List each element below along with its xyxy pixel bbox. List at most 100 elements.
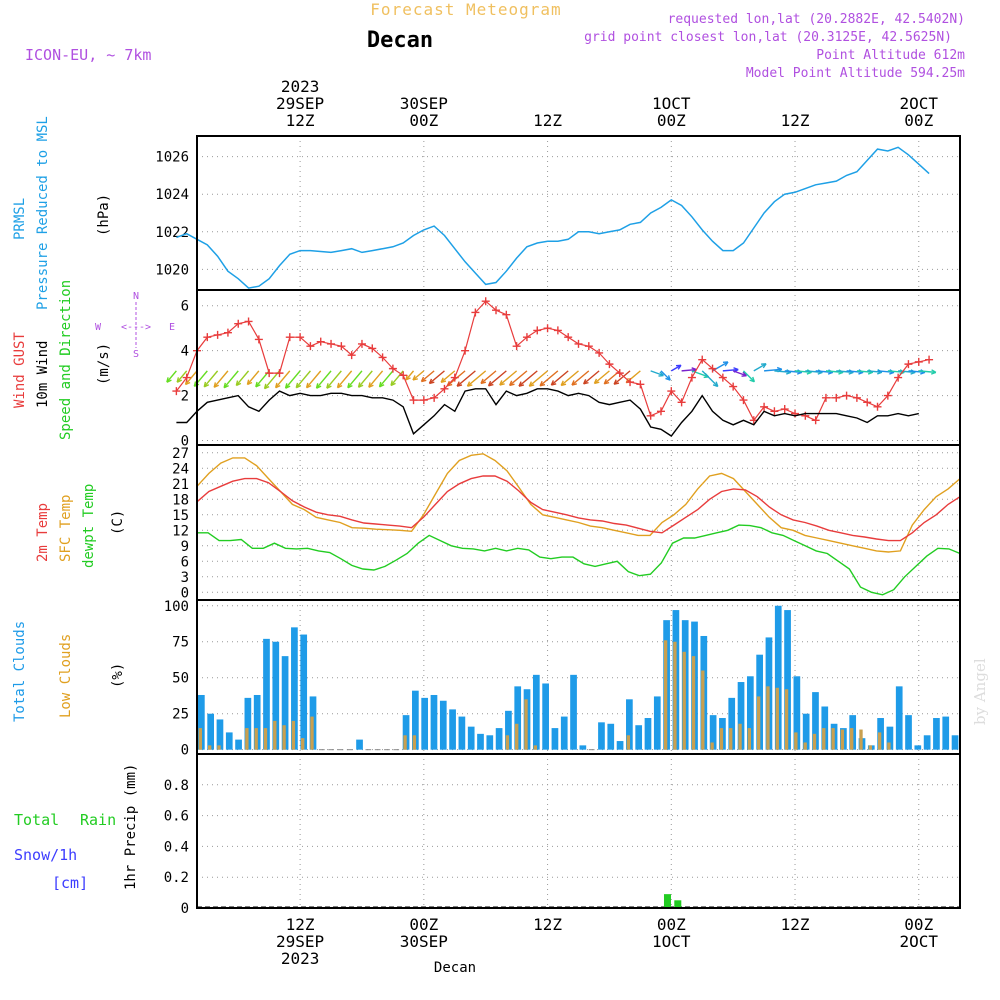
wind-direction-arrow	[528, 370, 549, 387]
y-tick-label: 0.4	[164, 839, 189, 855]
wind-direction-arrow	[918, 370, 936, 374]
wind-arrow-head	[347, 382, 353, 389]
wind-arrow-head	[560, 380, 567, 387]
top-axis-label: 30SEP	[400, 94, 448, 113]
wind-arrow-head	[761, 363, 767, 369]
wind-gust-marker	[182, 373, 191, 382]
pressure-y-ticks: 1020 1022 1024 1026	[155, 150, 189, 279]
panel-frame	[196, 289, 961, 446]
wind-unit-label: (m/s)	[96, 343, 112, 385]
wind-arrow-head	[246, 379, 253, 386]
wind-direction-arrow	[583, 370, 600, 385]
wind-compass: N W <---> E S	[95, 291, 175, 360]
wind-direction-arrow	[898, 370, 916, 374]
y-tick-label: 75	[172, 635, 189, 651]
wind-direction-arrow	[539, 370, 559, 387]
wind-arrow-head	[428, 378, 435, 385]
total-clouds-bar	[225, 732, 233, 750]
dewpoint-temp-line	[197, 524, 961, 596]
wind-arrow-head	[255, 381, 261, 388]
total-clouds-bar	[514, 686, 522, 750]
rain-bar	[674, 900, 682, 908]
top-axis-label: 2023	[281, 77, 320, 96]
precip-panel: 0 0.2 0.4 0.6 0.8 Total Rain Snow/1h [cm] 1h…	[14, 754, 960, 917]
wind-arrow-head	[305, 382, 312, 389]
temperature-grid	[197, 445, 960, 600]
wind-gust-marker	[894, 373, 903, 382]
low-clouds-bar	[291, 720, 296, 750]
wind-direction-arrow	[203, 370, 219, 388]
wind-arrow-head	[658, 371, 664, 377]
total-clouds-bar	[402, 715, 410, 750]
wind-direction-arrow	[390, 370, 404, 386]
wind-gust-marker	[306, 342, 315, 351]
wind-arrow-head	[357, 382, 364, 388]
wind-direction-arrow	[701, 370, 719, 387]
total-clouds-bar	[449, 709, 456, 750]
wind-arrow-head	[539, 380, 546, 387]
credit-watermark: by Angel	[971, 658, 989, 725]
bottom-axis-label: 00Z	[409, 915, 438, 934]
bottom-axis-label: 00Z	[904, 915, 933, 934]
wind-arrow-head	[284, 383, 291, 389]
total-clouds-bar	[746, 676, 754, 750]
rain-label: Rain	[80, 811, 116, 829]
y-tick-label: 18	[172, 492, 189, 508]
precip-grid	[197, 754, 960, 908]
wind-arrow-head	[550, 380, 557, 386]
total-clouds-bar	[886, 726, 894, 750]
wind-direction-arrow	[764, 368, 782, 372]
low-clouds-bar	[738, 723, 742, 750]
top-axis-label: 00Z	[409, 111, 438, 130]
total-clouds-bar	[356, 739, 363, 750]
y-tick-label: 6	[181, 554, 189, 570]
wind-direction-arrow	[480, 370, 497, 385]
total-clouds-bar	[439, 700, 447, 750]
y-tick-label: 1026	[155, 150, 189, 166]
wind-arrow-head	[456, 381, 463, 387]
wind-direction-arrow	[670, 364, 682, 372]
wind-arrow-head	[263, 383, 270, 390]
total-clouds-bar	[560, 716, 568, 750]
wind-direction-arrow	[836, 370, 854, 374]
wind-arrow-head	[412, 375, 418, 381]
wind-direction-arrow	[264, 370, 281, 390]
low-clouds-bar	[887, 742, 891, 750]
wind-direction-arrow	[488, 370, 507, 387]
wind-arrow-head	[466, 381, 473, 387]
low-clouds-bar	[412, 735, 417, 750]
wind-gust-marker	[708, 364, 717, 373]
panel-frame	[196, 135, 961, 291]
wind-gust-marker	[543, 324, 552, 333]
wind-gust-marker	[430, 393, 439, 402]
y-tick-label: 0	[181, 901, 189, 917]
total-clouds-bar	[412, 690, 419, 750]
wind-direction-arrow	[509, 370, 528, 386]
top-axis-label: 12Z	[533, 111, 562, 130]
y-tick-label: 12	[172, 523, 189, 539]
precip-y-ticks: 0 0.2 0.4 0.6 0.8	[164, 778, 189, 917]
wind-gust-marker	[522, 333, 531, 342]
total-clouds-bar	[905, 715, 912, 750]
wind-arrow-head	[213, 382, 220, 388]
total-clouds-bar	[570, 674, 577, 750]
wind-gust-marker	[502, 310, 511, 319]
pressure-line	[176, 146, 930, 289]
low-clouds-bar	[710, 742, 714, 750]
top-axis-label: 29SEP	[276, 94, 324, 113]
wind-direction-arrow	[825, 370, 844, 374]
temperature-plot	[196, 453, 961, 596]
total-clouds-bar	[579, 745, 587, 750]
wind-speed-line	[176, 388, 919, 437]
wind-gust-marker	[595, 348, 604, 357]
low-clouds-bar	[766, 686, 770, 750]
total-clouds-bar	[598, 722, 605, 750]
wind-direction-arrow	[315, 370, 332, 389]
wind-gust-marker	[646, 411, 655, 420]
total-clouds-bar	[486, 735, 494, 750]
total-clouds-bar	[198, 694, 205, 750]
wind-direction-arrow	[428, 370, 445, 385]
meteogram-title: Forecast Meteogram	[370, 0, 561, 19]
bottom-axis-label: 12Z	[286, 915, 315, 934]
